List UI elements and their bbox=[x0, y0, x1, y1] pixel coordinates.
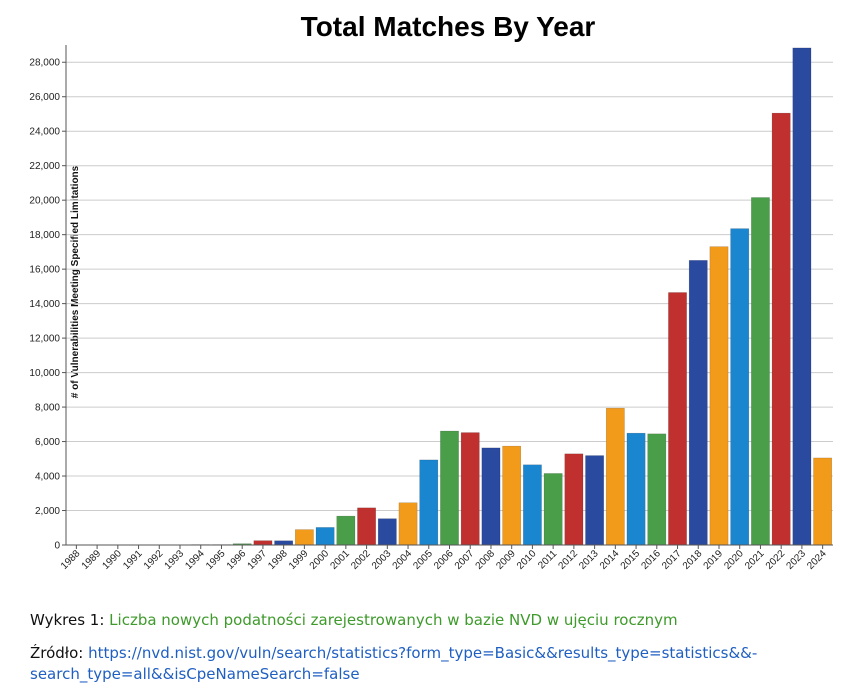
bar-2022 bbox=[771, 112, 791, 546]
y-tick-label: 2,000 bbox=[35, 506, 60, 517]
bar-2001 bbox=[336, 515, 356, 546]
x-axis-ticks: 1988198919901991199219931994199519961997… bbox=[59, 545, 829, 572]
bar-chart: Total Matches By Year # of Vulnerabiliti… bbox=[29, 11, 833, 572]
y-axis-ticks: 0 2,000 4,000 6,000 8,000 10,000 12,000 14,000 1… bbox=[29, 58, 66, 552]
y-axis-label: # of Vulnerabilities Meeting Specified L… bbox=[70, 165, 81, 398]
y-tick-label: 18,000 bbox=[29, 230, 60, 241]
x-tick-label-1997: 1997 bbox=[246, 548, 270, 572]
chart-title: Total Matches By Year bbox=[301, 11, 596, 42]
bar-1998 bbox=[274, 540, 294, 546]
x-tick-label-1988: 1988 bbox=[59, 548, 83, 572]
x-tick-label-1990: 1990 bbox=[100, 548, 124, 572]
x-tick-label-2024: 2024 bbox=[805, 548, 829, 572]
y-tick-label: 4,000 bbox=[35, 472, 60, 483]
bar-2013 bbox=[585, 455, 604, 546]
y-tick-label: 12,000 bbox=[29, 334, 60, 345]
x-tick-label-2017: 2017 bbox=[660, 548, 684, 572]
x-tick-label-2011: 2011 bbox=[536, 548, 559, 571]
x-tick-label-1993: 1993 bbox=[163, 548, 187, 572]
bar-2021 bbox=[751, 197, 770, 546]
x-tick-label-1991: 1991 bbox=[121, 548, 145, 572]
y-tick-label: 28,000 bbox=[29, 58, 60, 69]
bar-2009 bbox=[502, 445, 522, 546]
x-tick-label-1999: 1999 bbox=[287, 548, 311, 572]
bar-2019 bbox=[709, 246, 729, 546]
bar-2002 bbox=[357, 507, 376, 546]
y-tick-label: 20,000 bbox=[29, 196, 60, 207]
x-tick-label-1992: 1992 bbox=[142, 548, 166, 572]
y-tick-label: 26,000 bbox=[29, 92, 60, 103]
bar-2006 bbox=[440, 430, 459, 546]
bar-2014 bbox=[605, 407, 625, 546]
bar-2024 bbox=[813, 457, 833, 546]
bar-2007 bbox=[460, 432, 480, 546]
x-tick-label-2008: 2008 bbox=[474, 548, 498, 572]
bar-2011 bbox=[543, 473, 563, 546]
bar-2023 bbox=[792, 47, 812, 546]
x-tick-label-2006: 2006 bbox=[432, 548, 456, 572]
x-tick-label-2001: 2001 bbox=[328, 548, 352, 572]
x-tick-label-1996: 1996 bbox=[225, 548, 249, 572]
x-tick-label-2004: 2004 bbox=[391, 548, 415, 572]
bars bbox=[66, 47, 833, 546]
y-tick-label: 8,000 bbox=[35, 403, 60, 414]
source-link[interactable]: https://nvd.nist.gov/vuln/search/statist… bbox=[30, 644, 758, 683]
x-tick-label-2022: 2022 bbox=[764, 548, 788, 572]
y-tick-label: 22,000 bbox=[29, 161, 60, 172]
y-tick-label: 14,000 bbox=[29, 299, 60, 310]
x-tick-label-2010: 2010 bbox=[515, 548, 539, 572]
y-tick-label: 24,000 bbox=[29, 127, 60, 138]
source-caption: Źródło: https://nvd.nist.gov/vuln/search… bbox=[30, 643, 850, 685]
x-tick-label-2005: 2005 bbox=[411, 548, 435, 572]
y-tick-label: 10,000 bbox=[29, 368, 60, 379]
bar-2004 bbox=[398, 502, 418, 546]
bar-2010 bbox=[523, 464, 542, 546]
source-label: Źródło: bbox=[30, 644, 84, 662]
bar-2018 bbox=[688, 260, 708, 546]
x-tick-label-2021: 2021 bbox=[743, 548, 767, 572]
x-tick-label-2012: 2012 bbox=[556, 548, 580, 572]
bar-2016 bbox=[647, 433, 667, 546]
x-tick-label-2018: 2018 bbox=[681, 548, 705, 572]
x-tick-label-2013: 2013 bbox=[577, 548, 601, 572]
bar-1999 bbox=[295, 529, 314, 546]
bar-2008 bbox=[481, 447, 501, 546]
bar-2017 bbox=[668, 292, 687, 546]
x-tick-label-2023: 2023 bbox=[785, 548, 809, 572]
x-tick-label-1994: 1994 bbox=[183, 548, 207, 572]
bar-2005 bbox=[419, 459, 439, 546]
bar-2015 bbox=[626, 432, 646, 546]
bar-2020 bbox=[730, 228, 750, 546]
x-tick-label-2009: 2009 bbox=[494, 548, 518, 572]
x-tick-label-2015: 2015 bbox=[619, 548, 643, 572]
bar-1997 bbox=[253, 540, 273, 546]
y-tick-label: 0 bbox=[54, 541, 60, 552]
bar-2012 bbox=[564, 453, 584, 546]
bar-2003 bbox=[377, 518, 397, 546]
x-tick-label-2019: 2019 bbox=[702, 548, 726, 572]
x-tick-label-1995: 1995 bbox=[204, 548, 228, 572]
x-tick-label-1989: 1989 bbox=[80, 548, 104, 572]
x-tick-label-1998: 1998 bbox=[266, 548, 290, 572]
x-tick-label-2000: 2000 bbox=[308, 548, 332, 572]
y-tick-label: 6,000 bbox=[35, 437, 60, 448]
x-tick-label-2014: 2014 bbox=[598, 548, 622, 572]
x-tick-label-2020: 2020 bbox=[722, 548, 746, 572]
figure-label: Wykres 1: bbox=[30, 611, 105, 629]
x-tick-label-2002: 2002 bbox=[349, 548, 373, 572]
x-tick-label-2003: 2003 bbox=[370, 548, 394, 572]
figure-description: Liczba nowych podatności zarejestrowanyc… bbox=[109, 611, 678, 629]
y-tick-label: 16,000 bbox=[29, 265, 60, 276]
x-tick-label-2007: 2007 bbox=[453, 548, 477, 572]
x-tick-label-2016: 2016 bbox=[639, 548, 663, 572]
bar-2000 bbox=[315, 527, 335, 546]
figure-caption: Wykres 1: Liczba nowych podatności zarej… bbox=[30, 611, 678, 629]
